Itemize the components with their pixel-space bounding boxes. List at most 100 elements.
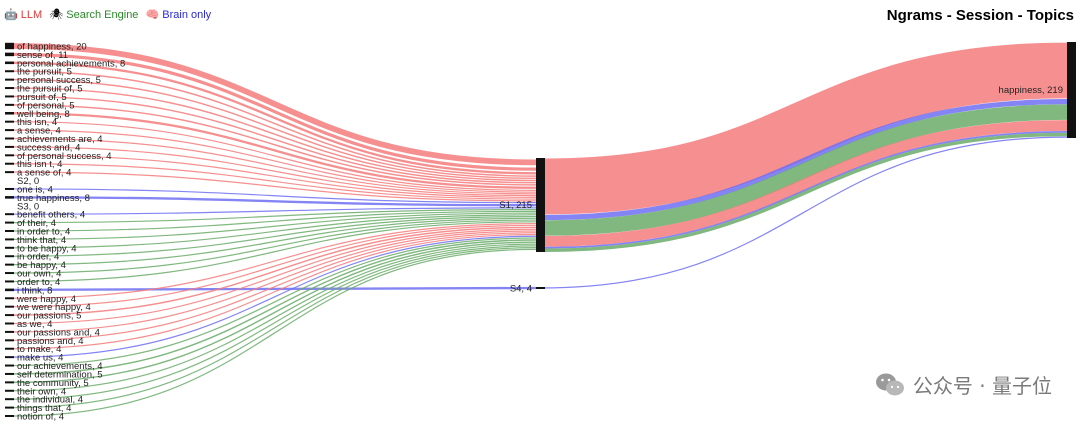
ngram-node[interactable] [5,103,14,106]
link-our-passions-and[interactable] [13,230,537,333]
ngram-node[interactable] [5,297,14,300]
ngram-node[interactable] [5,238,14,241]
link-of-happiness[interactable] [13,43,537,166]
ngram-node[interactable] [5,213,14,216]
ngram-node[interactable] [5,42,14,50]
ngram-node[interactable] [5,305,14,308]
link-the-individual[interactable] [13,245,537,400]
ngram-node[interactable] [5,162,14,165]
ngram-node[interactable] [5,87,14,90]
ngram-node[interactable] [5,322,14,325]
link-order-to[interactable] [13,221,537,283]
ngram-node[interactable] [5,52,14,57]
link-i-think[interactable] [13,286,537,292]
legend-item-llm[interactable]: 🤖 LLM [4,9,45,21]
ngram-node[interactable] [5,137,14,140]
ngram-node[interactable] [5,129,14,132]
link-this-isn-t[interactable] [13,163,537,200]
ngram-node[interactable] [5,187,14,190]
ngram-node[interactable] [5,406,14,409]
link-our-passions[interactable] [13,226,537,316]
legend-item-search-engine[interactable]: 🕷 Search Engine [49,9,141,21]
link-one-is[interactable] [13,188,537,204]
link-well-being[interactable] [13,112,537,189]
link-personal-achievements[interactable] [13,61,537,175]
session-node-s4[interactable] [536,287,545,289]
link-this-isn[interactable] [13,121,537,191]
link-notion-of[interactable] [13,248,537,417]
link-a-sense[interactable] [13,129,537,193]
ngram-node[interactable] [5,255,14,258]
link-in-order[interactable] [13,215,537,257]
ngram-node[interactable] [5,263,14,266]
ngram-node[interactable] [5,221,14,224]
ngram-node[interactable] [5,389,14,392]
session-topic-link[interactable] [544,104,1068,236]
ngram-node[interactable] [5,61,14,65]
ngram-node[interactable] [5,154,14,157]
link-passions-and[interactable] [13,232,537,341]
link-sense-of[interactable] [13,52,537,171]
link-our-own[interactable] [13,219,537,274]
link-achievements-are[interactable] [13,137,537,195]
ngram-node[interactable] [5,95,14,98]
link-of-personal[interactable] [13,104,537,186]
session-topic-link[interactable] [539,136,1068,289]
ngram-label: S2, 0 [17,176,39,187]
ngram-node[interactable] [5,372,14,375]
ngram-node[interactable] [5,230,14,232]
ngram-node[interactable] [5,171,14,174]
legend-item-brain-only[interactable]: 🧠 Brain only [146,9,212,21]
link-to-be-happy[interactable] [13,214,537,249]
link-things-that[interactable] [13,247,537,409]
ngram-node[interactable] [5,272,14,275]
link-pursuit-of[interactable] [13,95,537,184]
link-make-us[interactable] [13,235,537,358]
link-personal-success[interactable] [13,78,537,180]
link-to-make[interactable] [13,233,537,350]
link-think-that[interactable] [13,212,537,241]
session-topic-link[interactable] [544,42,1068,215]
ngram-node[interactable] [5,145,14,148]
ngram-node[interactable] [5,70,14,73]
link-benefit-others[interactable] [13,207,537,215]
link-were-happy[interactable] [13,222,537,299]
ngram-node[interactable] [5,111,14,115]
ngram-node[interactable] [5,339,14,342]
ngram-node[interactable] [5,314,14,317]
ngram-node[interactable] [5,347,14,350]
link-a-sense-of[interactable] [13,171,537,202]
link-the-community[interactable] [13,241,537,384]
session-topic-link[interactable] [544,131,1068,249]
ngram-node[interactable] [5,196,14,199]
link-their-own[interactable] [13,243,537,392]
session-topic-link[interactable] [544,120,1068,247]
ngram-node[interactable] [5,330,14,333]
link-we-were-happy[interactable] [13,224,537,308]
session-topic-link[interactable] [544,99,1068,221]
ngram-node[interactable] [5,381,14,384]
ngram-node[interactable] [5,415,14,417]
link-in-order-to[interactable] [13,210,537,232]
link-as-we[interactable] [13,228,537,325]
ngram-node[interactable] [5,78,14,81]
session-topic-link[interactable] [544,132,1068,252]
ngram-node[interactable] [5,364,14,367]
ngram-node[interactable] [5,246,14,249]
link-our-achievements[interactable] [13,237,537,367]
ngram-node[interactable] [5,288,14,292]
session-node-s1[interactable] [536,158,545,252]
link-be-happy[interactable] [13,217,537,266]
link-of-their[interactable] [13,208,537,224]
ngram-node[interactable] [5,120,14,123]
ngram-node[interactable] [5,398,14,401]
link-self-determination[interactable] [13,239,537,375]
link-true-happiness[interactable] [13,196,537,207]
link-of-personal-success[interactable] [13,154,537,198]
topic-node-happiness[interactable] [1067,42,1076,138]
ngram-node[interactable] [5,280,14,283]
link-the-pursuit[interactable] [13,70,537,177]
link-success-and[interactable] [13,146,537,197]
link-the-pursuit-of[interactable] [13,87,537,182]
ngram-node[interactable] [5,356,14,359]
